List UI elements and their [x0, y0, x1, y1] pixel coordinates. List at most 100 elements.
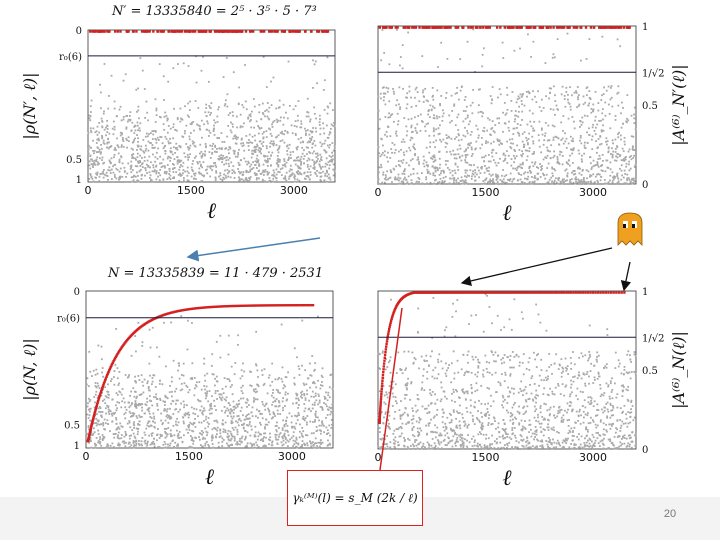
scatter-point [384, 133, 386, 136]
scatter-point [286, 445, 289, 447]
scatter-point [561, 155, 564, 157]
scatter-point [512, 178, 515, 181]
scatter-point [474, 171, 477, 174]
scatter-point [153, 425, 156, 428]
scatter-point [403, 141, 406, 143]
scatter-point [245, 170, 248, 173]
scatter-point [520, 154, 523, 157]
scatter-point [202, 55, 204, 58]
scatter-point [532, 40, 535, 43]
highlight-point [203, 306, 206, 309]
scatter-point [176, 156, 179, 158]
scatter-point [272, 121, 274, 124]
scatter-point [497, 162, 500, 164]
scatter-point [204, 153, 206, 156]
scatter-point [128, 374, 130, 376]
scatter-point [163, 115, 166, 118]
scatter-point [150, 434, 153, 437]
scatter-point [468, 163, 471, 166]
scatter-point [590, 174, 593, 177]
highlight-point [232, 304, 235, 308]
scatter-point [609, 179, 611, 182]
scatter-point [567, 117, 570, 120]
scatter-point [172, 177, 174, 180]
scatter-point [569, 105, 572, 108]
scatter-point [132, 176, 134, 179]
scatter-point [128, 420, 131, 422]
scatter-point [219, 393, 222, 396]
scatter-point [132, 440, 135, 443]
scatter-point [205, 418, 207, 421]
scatter-point [532, 127, 535, 130]
scatter-point [623, 159, 626, 162]
scatter-point [238, 86, 241, 89]
scatter-point [146, 442, 149, 445]
scatter-point [327, 106, 330, 109]
scatter-point [245, 444, 248, 447]
scatter-point [258, 164, 261, 167]
highlight-point [193, 30, 197, 33]
scatter-point [567, 159, 570, 162]
scatter-point [263, 405, 266, 408]
scatter-point [300, 126, 303, 129]
scatter-point [164, 436, 167, 439]
scatter-point [112, 433, 115, 435]
scatter-point [613, 159, 616, 162]
scatter-point [548, 178, 551, 181]
scatter-point [412, 145, 415, 148]
x-tick-label: 0 [375, 186, 382, 199]
scatter-point [239, 113, 242, 116]
scatter-point [244, 160, 247, 163]
scatter-point [459, 58, 462, 60]
scatter-point [138, 160, 141, 162]
scatter-point [588, 102, 591, 105]
scatter-point [325, 405, 328, 408]
scatter-point [246, 399, 249, 402]
scatter-point [633, 165, 636, 168]
scatter-point [107, 408, 110, 411]
scatter-point [255, 157, 258, 160]
scatter-point [286, 153, 289, 156]
scatter-point [211, 428, 214, 431]
scatter-point [526, 155, 529, 158]
scatter-point [255, 441, 258, 444]
scatter-point [135, 443, 138, 445]
scatter-point [432, 98, 435, 101]
highlight-point [572, 26, 576, 29]
scatter-point [240, 386, 243, 389]
scatter-point [496, 181, 499, 183]
scatter-point [541, 165, 543, 167]
highlight-point [109, 366, 112, 369]
scatter-point [247, 413, 250, 416]
scatter-point [446, 142, 449, 145]
scatter-point [273, 413, 276, 416]
scatter-point [518, 148, 521, 151]
scatter-point [502, 153, 505, 156]
scatter-point [150, 424, 153, 427]
scatter-point [566, 172, 569, 175]
scatter-point [206, 434, 208, 437]
highlight-point [228, 30, 231, 33]
scatter-point [326, 112, 329, 115]
scatter-point [567, 101, 570, 104]
scatter-point [234, 362, 237, 364]
scatter-point [512, 133, 515, 135]
scatter-point [254, 173, 257, 175]
scatter-point [119, 131, 122, 134]
highlight-point [88, 30, 92, 33]
scatter-point [214, 144, 217, 147]
scatter-point [575, 410, 578, 413]
scatter-point [135, 406, 138, 409]
scatter-point [411, 422, 414, 425]
highlight-point [262, 30, 266, 33]
scatter-point [150, 417, 153, 419]
scatter-point [455, 136, 458, 138]
scatter-point [410, 136, 413, 139]
scatter-point [153, 415, 155, 418]
scatter-point [101, 137, 104, 140]
scatter-point [562, 418, 565, 421]
scatter-point [445, 397, 448, 400]
scatter-point [274, 436, 277, 439]
scatter-point [221, 440, 224, 443]
scatter-point [89, 119, 92, 122]
